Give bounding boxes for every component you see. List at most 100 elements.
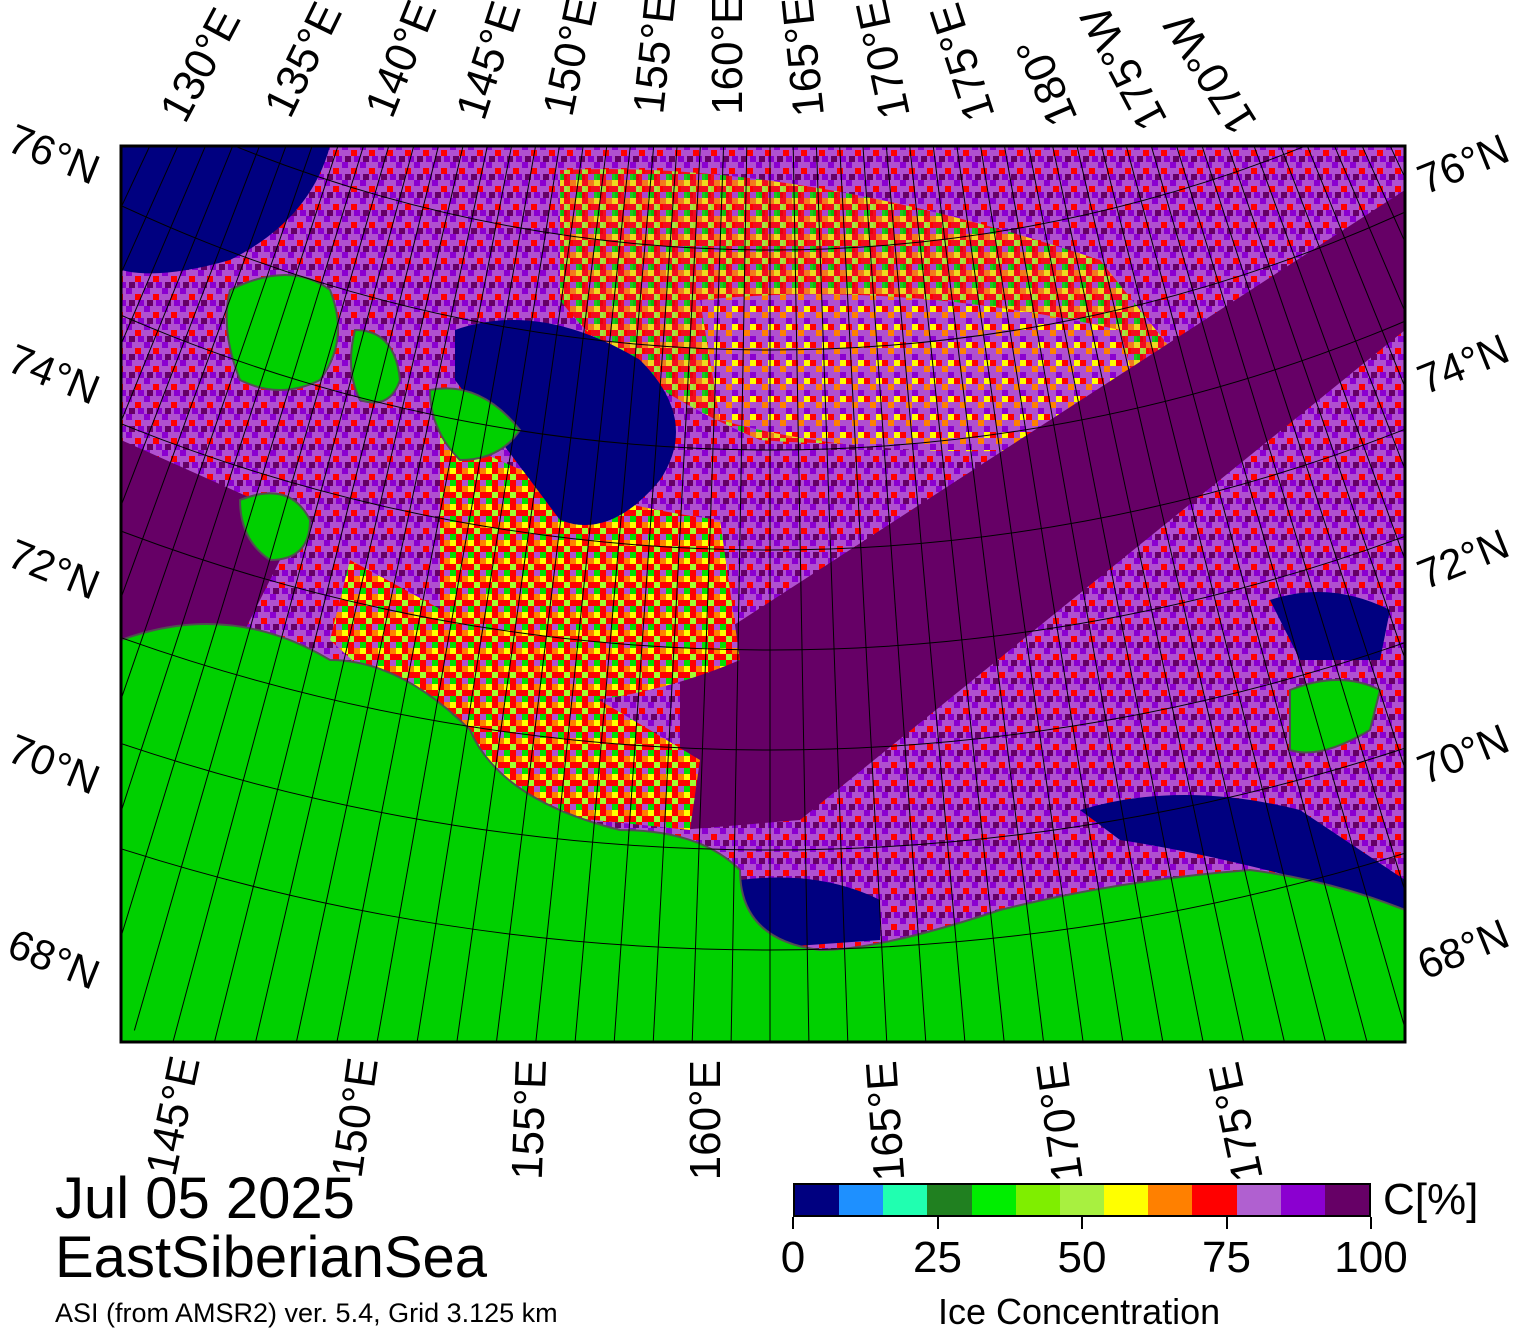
- title-block: Jul 05 2025 EastSiberianSea ASI (from AM…: [55, 1170, 558, 1330]
- right-latitude-label: 76°N: [1411, 125, 1516, 204]
- meridian-line: [1150, 146, 1405, 1031]
- colorbar-tick-label: 25: [913, 1233, 962, 1282]
- meridian-line: [133, 146, 390, 1031]
- colorbar-title: Ice Concentration: [938, 1291, 1221, 1332]
- consolidated-ice-band: [680, 190, 1405, 830]
- right-latitude-label: 72°N: [1411, 520, 1516, 599]
- map-frame: [119, 144, 1407, 1044]
- meridian-line: [295, 146, 488, 1042]
- open-water-kolyma: [740, 877, 880, 950]
- colorbar-unit: C[%]: [1383, 1175, 1479, 1224]
- left-latitude-label: 72°N: [2, 530, 107, 609]
- meridian-line: [574, 146, 655, 1042]
- bottom-longitude-label: 170°E: [1027, 1059, 1092, 1185]
- colorbar-tick-label: 50: [1057, 1233, 1107, 1282]
- meridian-line: [1003, 146, 1164, 1042]
- colorbar-swatch: [971, 1185, 1016, 1215]
- meridian-line: [121, 146, 234, 423]
- right-latitude-label: 70°N: [1411, 715, 1516, 794]
- meridian-line: [535, 146, 631, 1042]
- top-longitude-label: 170°W: [1154, 4, 1266, 143]
- meridian-line: [815, 146, 849, 1042]
- siberian-mainland: [121, 623, 1405, 1042]
- date-label: Jul 05 2025: [55, 1166, 355, 1231]
- top-longitude-label: 160°E: [703, 0, 752, 115]
- meridian-line: [652, 146, 701, 1042]
- top-longitude-label: 130°E: [151, 0, 251, 129]
- bottom-longitude-label: 155°E: [503, 1059, 556, 1181]
- meridian-line: [1052, 146, 1245, 1042]
- colorbar-swatch: [1059, 1185, 1105, 1215]
- source-label: ASI (from AMSR2) ver. 5.4, Grid 3.125 km: [55, 1298, 558, 1328]
- top-longitude-label: 170°E: [847, 0, 920, 123]
- meridian-line: [691, 146, 725, 1042]
- meridian-line: [1389, 146, 1405, 179]
- meridian-line: [1201, 146, 1405, 771]
- meridian-line: [456, 146, 584, 1042]
- meridian-line: [213, 146, 439, 1042]
- meridian-line: [495, 146, 608, 1042]
- left-latitude-label: 68°N: [2, 920, 107, 999]
- meridian-line: [121, 146, 151, 209]
- colorbar-tick: [1225, 1217, 1228, 1229]
- colorbar-swatch: [883, 1185, 928, 1215]
- meridian-line: [862, 146, 927, 1042]
- bottom-longitude-label: 165°E: [857, 1059, 914, 1182]
- top-longitude-label: 150°E: [534, 0, 607, 120]
- colorbar-swatches: [793, 1183, 1371, 1217]
- meridian-line: [121, 146, 179, 275]
- colorbar-swatch: [1280, 1185, 1325, 1215]
- wrangel-island: [1289, 679, 1382, 754]
- colorbar-swatch: [1015, 1185, 1060, 1215]
- right-latitude-label: 68°N: [1411, 910, 1516, 989]
- right-latitude-labels: 76°N 74°N 72°N 70°N 68°N: [1411, 125, 1516, 989]
- colorbar-swatch: [1104, 1185, 1149, 1215]
- meridian-line: [1027, 146, 1204, 1042]
- colorbar-tick: [1370, 1217, 1372, 1229]
- bottom-longitude-label: 175°E: [1200, 1058, 1273, 1186]
- left-latitude-label: 76°N: [2, 115, 107, 194]
- meridian-line: [956, 146, 1084, 1042]
- meridian-line: [839, 146, 888, 1042]
- colorbar-swatch: [795, 1185, 840, 1215]
- meridian-line: [416, 146, 560, 1042]
- meridian-line: [1076, 146, 1285, 1042]
- colorbar-swatch: [1324, 1185, 1370, 1215]
- map-area: [121, 146, 1405, 1042]
- colorbar-swatch: [927, 1185, 972, 1215]
- left-latitude-labels: 76°N 74°N 72°N 70°N 68°N: [2, 115, 107, 999]
- meridian-line: [1361, 146, 1405, 244]
- meridian-line: [885, 146, 966, 1042]
- colorbar-tick-label: 75: [1202, 1233, 1251, 1282]
- top-longitude-label: 140°E: [356, 0, 447, 124]
- meridian-line: [121, 146, 261, 508]
- open-water-laptev: [121, 146, 330, 274]
- colorbar-tick: [936, 1217, 939, 1229]
- colorbar-tick-label: 100: [1334, 1233, 1408, 1282]
- meridian-line: [255, 146, 464, 1042]
- left-latitude-label: 70°N: [2, 725, 107, 804]
- meridian-line: [1333, 146, 1405, 313]
- top-longitude-label: 165°E: [773, 0, 834, 119]
- new-siberia-island: [428, 387, 522, 462]
- top-longitude-label: 155°E: [624, 0, 685, 116]
- left-latitude-label: 74°N: [2, 335, 107, 414]
- top-longitude-label: 145°E: [447, 0, 531, 125]
- parallel-line: [121, 204, 1405, 351]
- meridian-line: [730, 146, 748, 1042]
- meridian-line: [980, 146, 1124, 1042]
- colorbar-tick-label: 0: [780, 1233, 806, 1282]
- meridian-line: [121, 146, 207, 346]
- colorbar-swatch: [1192, 1185, 1237, 1215]
- meridian-line: [172, 146, 415, 1042]
- meridian-line: [121, 146, 313, 701]
- kotelny-island: [225, 274, 339, 391]
- top-longitude-label: 175°E: [921, 0, 1005, 127]
- meridian-line: [336, 146, 513, 1042]
- parallel-line: [121, 314, 1405, 451]
- meridian-line: [376, 146, 537, 1042]
- meridian-line: [121, 146, 364, 939]
- region-label: EastSiberianSea: [55, 1225, 488, 1290]
- meridian-line: [1227, 146, 1405, 661]
